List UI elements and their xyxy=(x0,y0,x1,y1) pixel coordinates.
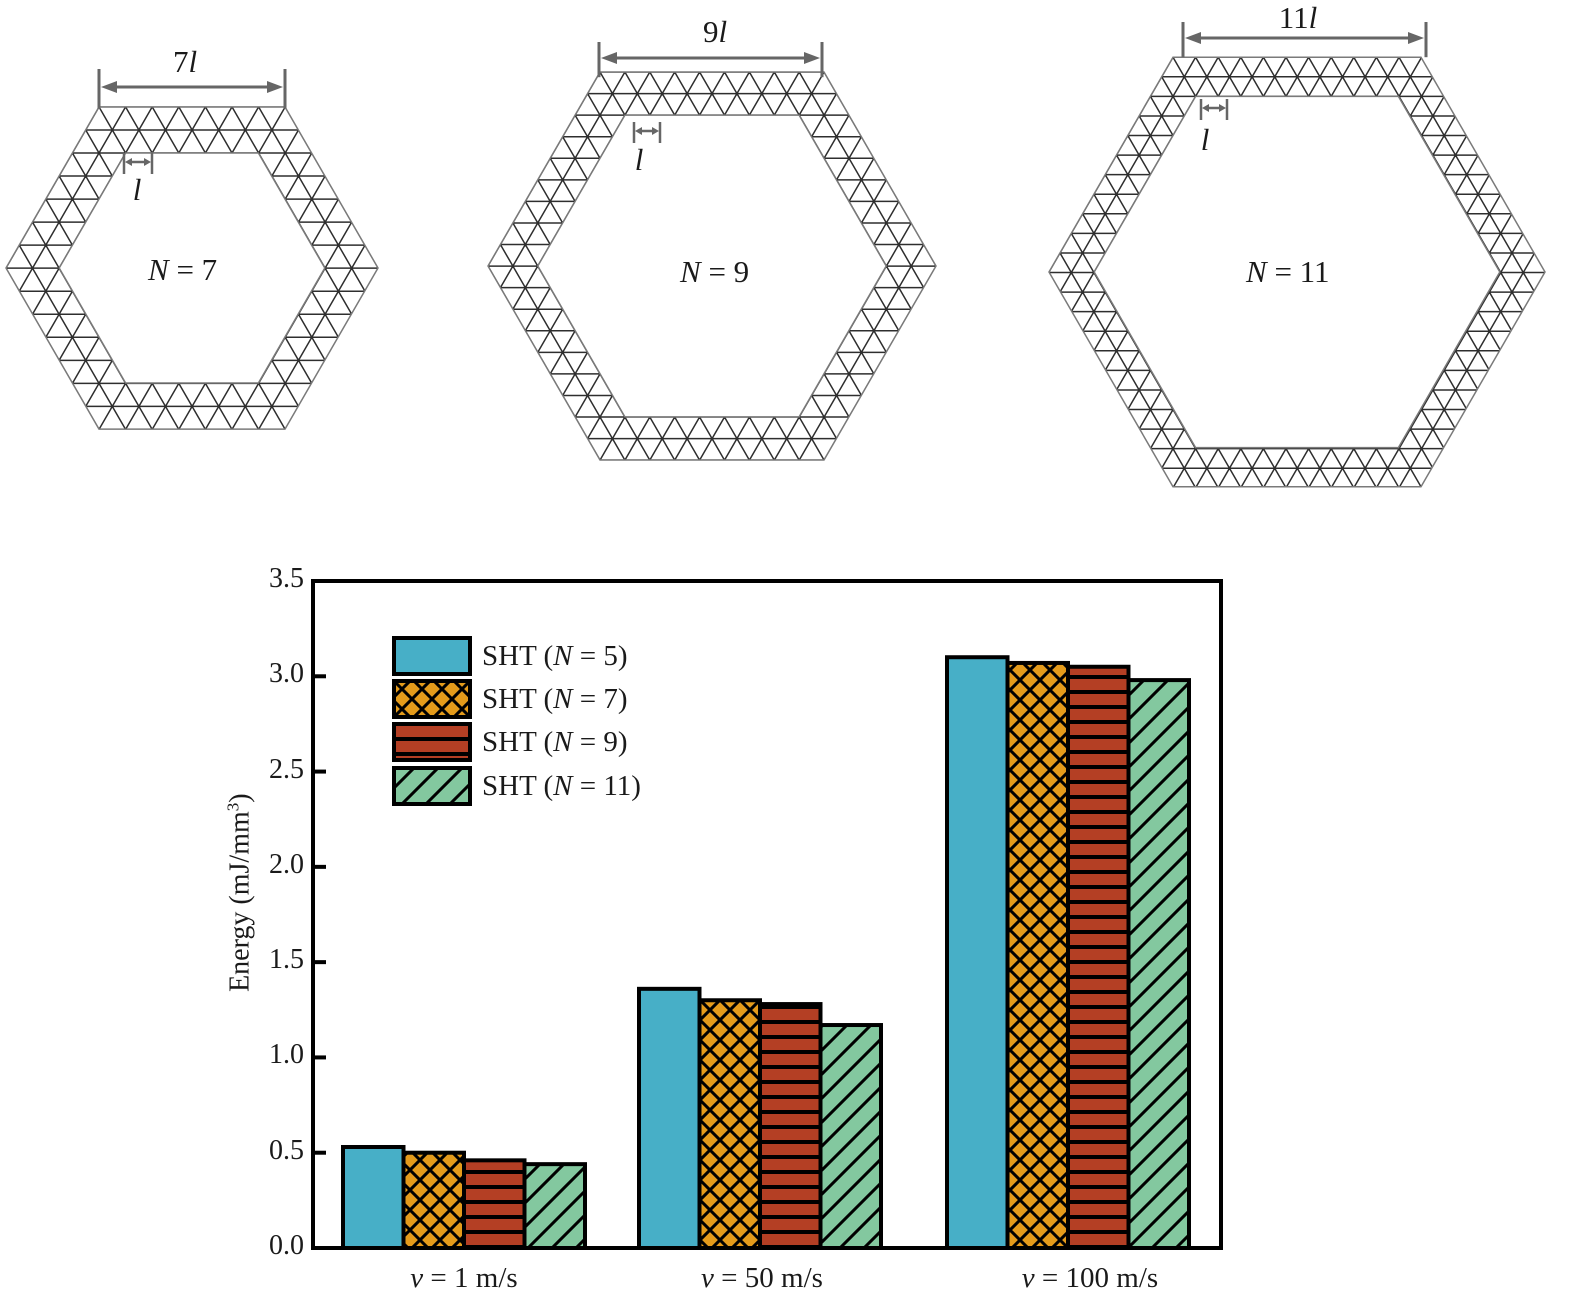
x-category-label: v = 1 m/s xyxy=(410,1262,518,1294)
y-tick-label: 3.0 xyxy=(269,658,304,690)
y-tick-label: 3.5 xyxy=(269,563,304,594)
y-tick-label: 2.0 xyxy=(269,848,304,880)
hexagon-panel-n11: 11l l N = 11 xyxy=(0,0,1588,500)
legend-item: SHT (N = 7) xyxy=(392,679,628,719)
bar xyxy=(522,1162,587,1250)
y-tick-label: 1.5 xyxy=(269,944,304,976)
unit-length-label: l xyxy=(1200,122,1210,157)
dimension-label-11l: 11l xyxy=(1278,0,1318,35)
y-tick-label: 1.0 xyxy=(269,1039,304,1071)
dimension-label-9l: 9l xyxy=(702,14,728,49)
bar xyxy=(697,998,762,1250)
n-label: N = 9 xyxy=(680,254,750,289)
bar xyxy=(818,1023,883,1250)
x-category-label: v = 100 m/s xyxy=(1021,1262,1159,1294)
x-category-label: v = 50 m/s xyxy=(701,1262,823,1294)
bar xyxy=(462,1158,527,1251)
bar-group xyxy=(945,655,1191,1250)
n-label: N = 11 xyxy=(1246,254,1330,289)
y-tick-label: 0.0 xyxy=(269,1230,304,1261)
y-tick-label: 0.5 xyxy=(269,1134,304,1166)
hexagon-lattice-n11 xyxy=(1048,22,1546,488)
y-axis-label: Energy (mJ/mm3) xyxy=(223,793,256,992)
bar xyxy=(401,1150,466,1250)
legend-item: SHT (N = 5) xyxy=(392,636,628,676)
legend-label: SHT (N = 11) xyxy=(482,769,641,802)
legend-swatch xyxy=(392,636,472,676)
bar xyxy=(945,655,1010,1250)
legend-item: SHT (N = 11) xyxy=(392,766,641,806)
legend-label: SHT (N = 7) xyxy=(482,682,628,715)
bar xyxy=(1126,678,1191,1250)
hexagon-lattice-n7 xyxy=(5,69,379,430)
n-label: N = 7 xyxy=(148,252,218,287)
bar xyxy=(637,986,702,1251)
bar xyxy=(341,1144,406,1251)
legend-label: SHT (N = 5) xyxy=(482,639,628,672)
bar-group xyxy=(637,986,883,1251)
unit-length-label: l xyxy=(132,172,142,207)
hexagon-lattice-n9 xyxy=(487,42,937,461)
legend-swatch xyxy=(392,679,472,719)
hexagon-panel-n7: 7l l N = 7 xyxy=(0,0,400,460)
bar xyxy=(1066,664,1131,1250)
bar xyxy=(758,1002,823,1250)
hexagon-panel-n9: 9l l N = 9 xyxy=(0,0,1000,480)
bar-group xyxy=(341,1144,587,1251)
legend-item: SHT (N = 9) xyxy=(392,722,628,762)
bar xyxy=(1005,660,1070,1250)
dimension-label-7l: 7l xyxy=(172,44,198,79)
legend-label: SHT (N = 9) xyxy=(482,725,628,758)
y-tick-label: 2.5 xyxy=(269,753,304,785)
unit-length-label: l xyxy=(634,142,644,177)
legend-swatch xyxy=(392,722,472,762)
legend-swatch xyxy=(392,766,472,806)
